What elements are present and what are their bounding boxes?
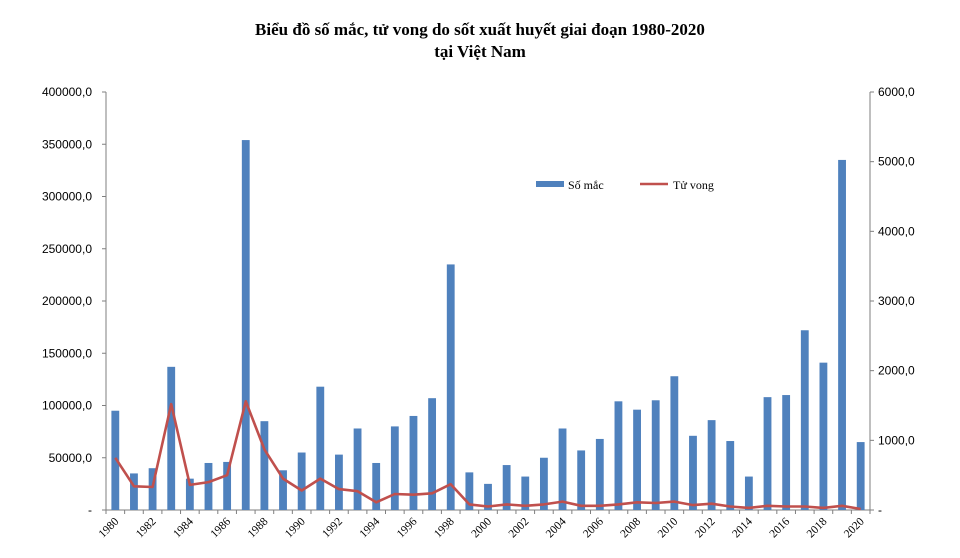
left-axis-tick-label: 50000,0 bbox=[49, 451, 93, 465]
x-axis-tick-label: 2010 bbox=[656, 515, 681, 540]
x-axis-tick-label: 2002 bbox=[507, 515, 532, 540]
right-axis-tick-label: 3000,0 bbox=[878, 294, 915, 308]
left-axis-tick-label: 300000,0 bbox=[42, 190, 92, 204]
bar-so-mac bbox=[148, 468, 157, 510]
legend-label-tu-vong: Tử vong bbox=[673, 178, 714, 192]
right-axis-tick-label: - bbox=[878, 503, 882, 517]
bar-so-mac bbox=[297, 452, 306, 510]
chart-subtitle: tại Việt Nam bbox=[434, 42, 526, 61]
right-axis-tick-label: 2000,0 bbox=[878, 364, 915, 378]
bar-so-mac bbox=[484, 483, 492, 510]
left-axis-tick-label: 200000,0 bbox=[42, 294, 92, 308]
bar-so-mac bbox=[577, 450, 586, 510]
legend-swatch-so-mac bbox=[536, 181, 564, 187]
x-axis-tick-label: 1990 bbox=[283, 515, 308, 540]
bar-so-mac bbox=[502, 465, 511, 510]
bar-so-mac bbox=[223, 461, 232, 510]
x-axis-tick-label: 1982 bbox=[134, 515, 159, 540]
bar-so-mac bbox=[167, 366, 176, 510]
x-axis-tick-label: 1984 bbox=[171, 515, 196, 540]
x-axis-tick-label: 2020 bbox=[842, 515, 867, 540]
bar-so-mac bbox=[707, 420, 716, 510]
right-axis-tick-label: 1000,0 bbox=[878, 433, 915, 447]
bar-so-mac bbox=[726, 441, 735, 510]
bar-so-mac bbox=[856, 442, 865, 510]
left-axis-tick-label: 150000,0 bbox=[42, 346, 92, 360]
x-axis-tick-label: 2016 bbox=[768, 515, 793, 540]
x-axis-tick-label: 1996 bbox=[395, 515, 420, 540]
x-axis-tick-label: 2018 bbox=[805, 515, 830, 540]
bar-so-mac bbox=[111, 410, 120, 510]
bar-so-mac bbox=[446, 264, 455, 510]
bar-so-mac bbox=[819, 362, 828, 510]
bar-so-mac bbox=[241, 140, 250, 510]
left-axis-tick-label: 100000,0 bbox=[42, 399, 92, 413]
right-axis-tick-label: 6000,0 bbox=[878, 85, 915, 99]
bar-so-mac bbox=[558, 428, 567, 510]
bar-so-mac bbox=[185, 478, 194, 510]
bar-so-mac bbox=[614, 401, 623, 510]
left-axis-tick-label: - bbox=[88, 503, 92, 517]
x-axis-tick-label: 1994 bbox=[358, 515, 383, 540]
x-axis-tick-label: 2006 bbox=[581, 515, 606, 540]
line-tu-vong bbox=[114, 399, 861, 511]
bar-so-mac bbox=[428, 398, 437, 510]
x-axis-tick-label: 1992 bbox=[320, 515, 345, 540]
bar-so-mac bbox=[651, 400, 660, 510]
bar-so-mac bbox=[279, 470, 287, 510]
bar-so-mac bbox=[260, 421, 269, 510]
bar-so-mac bbox=[633, 409, 641, 510]
x-axis-tick-label: 2000 bbox=[469, 515, 494, 540]
bar-so-mac bbox=[316, 386, 325, 510]
bar-so-mac bbox=[689, 435, 697, 510]
bar-so-mac bbox=[744, 476, 753, 510]
x-axis-tick-label: 1998 bbox=[432, 515, 457, 540]
right-axis-tick-label: 5000,0 bbox=[878, 155, 915, 169]
x-axis-tick-label: 1986 bbox=[208, 515, 233, 540]
bar-so-mac bbox=[353, 428, 362, 510]
chart-title: Biểu đồ số mắc, tử vong do sốt xuất huyế… bbox=[255, 20, 705, 39]
x-axis-tick-label: 2004 bbox=[544, 515, 569, 540]
bar-so-mac bbox=[838, 159, 846, 511]
bar-so-mac bbox=[763, 397, 772, 510]
x-axis-tick-label: 2014 bbox=[730, 515, 755, 540]
x-axis-tick-label: 2008 bbox=[618, 515, 643, 540]
bar-so-mac bbox=[335, 454, 343, 510]
x-axis-tick-label: 2012 bbox=[693, 515, 718, 540]
bar-so-mac bbox=[782, 395, 791, 510]
x-axis-tick-label: 1988 bbox=[246, 515, 271, 540]
bar-so-mac bbox=[204, 462, 213, 510]
bar-so-mac bbox=[409, 415, 418, 510]
bar-so-mac bbox=[521, 476, 530, 510]
bar-so-mac bbox=[539, 457, 548, 510]
bar-so-mac bbox=[465, 472, 474, 510]
bar-so-mac bbox=[595, 438, 604, 510]
bar-so-mac bbox=[390, 426, 399, 510]
legend-label-so-mac: Số mắc bbox=[568, 178, 604, 192]
bar-so-mac bbox=[372, 462, 381, 510]
bar-so-mac bbox=[670, 376, 679, 510]
bar-so-mac bbox=[130, 473, 138, 510]
x-axis-tick-label: 1980 bbox=[97, 515, 122, 540]
left-axis-tick-label: 400000,0 bbox=[42, 85, 92, 99]
left-axis-tick-label: 350000,0 bbox=[42, 137, 92, 151]
left-axis-tick-label: 250000,0 bbox=[42, 242, 92, 256]
right-axis-tick-label: 4000,0 bbox=[878, 224, 915, 238]
bar-so-mac bbox=[800, 330, 809, 510]
